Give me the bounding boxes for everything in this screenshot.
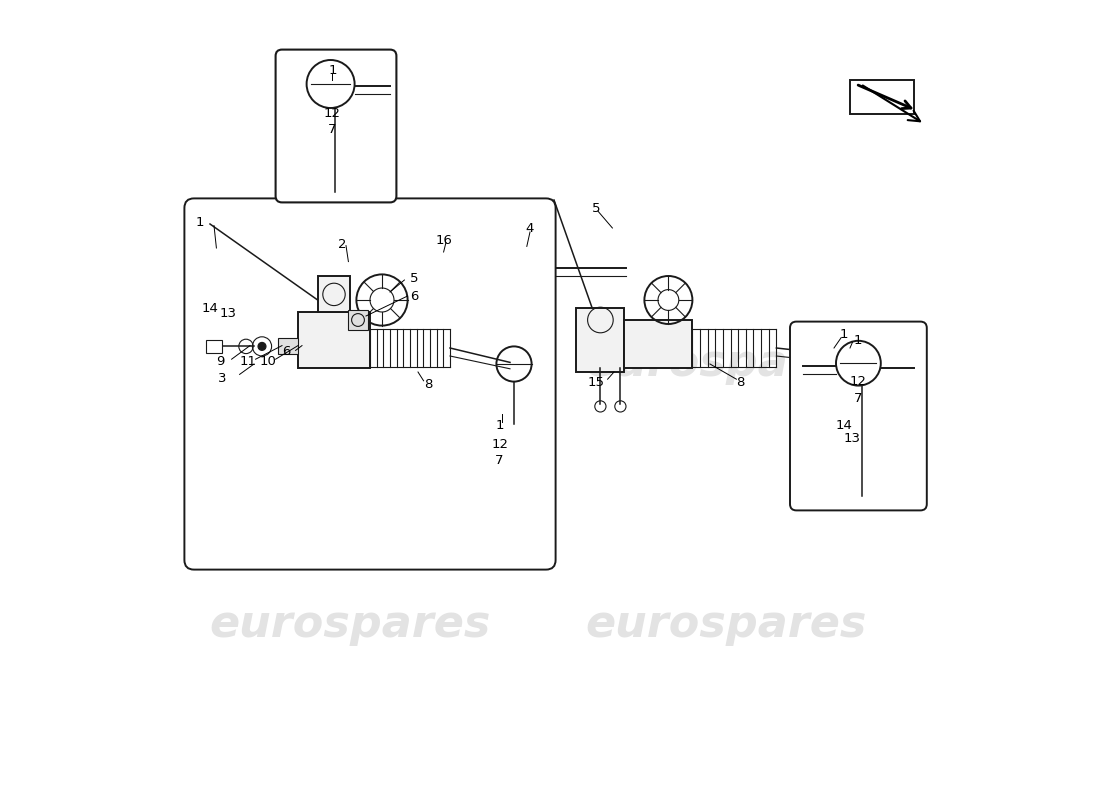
Bar [854,446,871,453]
Bar [855,426,870,434]
Text: 12: 12 [849,375,867,388]
Bar [505,412,524,418]
Bar [224,321,243,327]
Text: 12: 12 [491,438,508,450]
Bar [505,392,522,400]
Text: 7: 7 [495,454,504,466]
Bar [576,308,625,372]
Text: 8: 8 [736,376,745,389]
Text: 1: 1 [854,334,862,346]
Text: 5: 5 [592,202,601,214]
Text: 10: 10 [260,355,277,368]
Text: 7: 7 [854,392,862,405]
Bar [206,340,222,353]
Bar [854,438,871,444]
FancyBboxPatch shape [790,322,927,510]
Text: 13: 13 [844,432,861,445]
Text: eurospares: eurospares [209,342,491,386]
Text: eurospares: eurospares [585,602,867,646]
Text: 6: 6 [410,290,418,302]
Bar [326,147,343,154]
Text: 14: 14 [201,302,219,314]
Text: eurospares: eurospares [585,342,867,386]
Bar [505,404,524,410]
Polygon shape [850,80,914,114]
Bar [848,384,866,392]
Text: 1: 1 [196,216,204,229]
Bar [625,320,692,368]
Bar [847,404,866,410]
Bar [434,246,454,274]
Text: 11: 11 [239,355,256,368]
FancyBboxPatch shape [185,198,556,570]
Text: 8: 8 [425,378,432,390]
Text: eurospares: eurospares [209,602,491,646]
Bar [298,312,370,368]
Text: 15: 15 [587,376,605,389]
Text: 1: 1 [328,64,337,77]
Bar [278,338,298,354]
Bar [518,256,536,292]
Text: 7: 7 [328,123,337,136]
Bar [349,310,367,330]
Text: 4: 4 [526,222,535,234]
Text: 1: 1 [839,328,848,341]
Text: 5: 5 [409,272,418,285]
Text: 16: 16 [436,234,453,246]
Text: 3: 3 [218,372,227,385]
Bar [224,313,243,319]
Bar [847,396,866,402]
Text: 1: 1 [495,419,504,432]
FancyBboxPatch shape [276,50,396,202]
Bar [327,134,342,142]
Bar [326,155,343,162]
Text: 2: 2 [338,238,346,250]
Text: 9: 9 [217,355,224,368]
Text: 14: 14 [835,419,852,432]
Circle shape [258,342,266,350]
Text: 13: 13 [220,307,236,320]
Bar [226,302,243,310]
Text: 12: 12 [323,107,341,120]
Bar [318,276,350,312]
Text: 6: 6 [282,346,290,358]
